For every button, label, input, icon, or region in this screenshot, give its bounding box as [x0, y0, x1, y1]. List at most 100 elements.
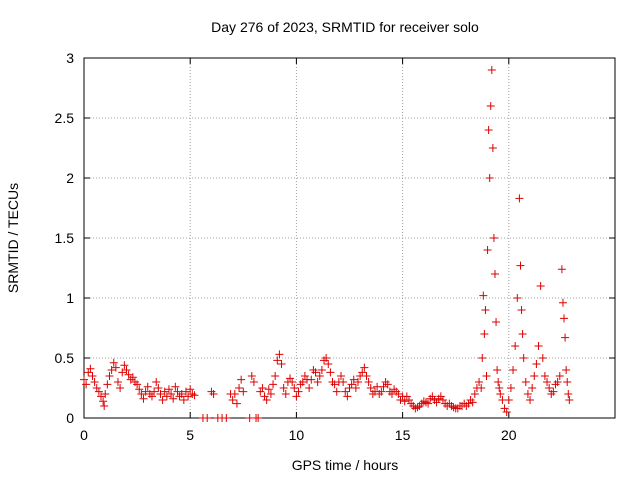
axis-ticks: 0 5 10 15 20 0 0.5 1 1.5 2 2.5 3 — [55, 50, 615, 443]
data-point — [428, 392, 437, 401]
data-point — [538, 354, 547, 362]
y-tick-label: 2 — [66, 170, 74, 186]
x-tick-label: 0 — [80, 427, 88, 443]
data-point — [158, 396, 167, 404]
data-point — [101, 390, 110, 398]
data-point — [150, 387, 159, 396]
data-point — [269, 380, 278, 389]
data-point — [404, 396, 413, 404]
data-point — [322, 354, 331, 362]
data-point — [88, 372, 97, 380]
data-point — [277, 360, 286, 368]
data-point — [526, 396, 535, 404]
data-point — [107, 366, 116, 374]
x-axis-label: GPS time / hours — [292, 457, 399, 473]
data-point — [500, 404, 509, 413]
data-point — [484, 126, 493, 134]
data-point — [413, 403, 422, 412]
data-point — [100, 402, 109, 410]
data-point — [162, 392, 171, 401]
data-point — [124, 370, 133, 379]
data-point — [264, 385, 273, 394]
data-point — [160, 387, 169, 396]
data-point — [366, 384, 375, 392]
data-point — [171, 382, 180, 391]
data-point — [485, 174, 494, 182]
x-tick-label: 15 — [395, 427, 411, 443]
data-point — [432, 398, 441, 407]
data-point — [517, 306, 526, 314]
data-point — [311, 368, 320, 377]
data-point — [419, 397, 428, 406]
data-point — [209, 390, 218, 398]
data-point — [411, 404, 420, 413]
data-point — [147, 392, 156, 401]
data-point — [518, 330, 527, 338]
data-point — [111, 363, 120, 372]
data-point — [540, 372, 549, 380]
data-point — [86, 364, 95, 373]
y-tick-label: 1.5 — [55, 230, 75, 246]
data-point — [84, 368, 93, 377]
data-point — [464, 399, 473, 408]
data-point — [347, 380, 356, 389]
data-point — [534, 342, 543, 350]
data-point — [383, 380, 392, 389]
data-point — [271, 372, 280, 380]
data-point — [258, 384, 267, 392]
data-point — [509, 366, 518, 374]
data-point — [169, 394, 178, 403]
data-point — [482, 372, 491, 380]
data-point — [506, 384, 515, 392]
y-tick-label: 0 — [66, 410, 74, 426]
data-point — [260, 392, 269, 401]
data-point — [137, 390, 146, 398]
data-point — [364, 378, 373, 386]
data-point — [143, 382, 152, 391]
data-point — [181, 387, 190, 396]
data-point — [519, 354, 528, 362]
data-point — [80, 375, 88, 384]
data-point — [487, 66, 496, 74]
data-point — [561, 333, 570, 342]
data-point — [495, 384, 504, 392]
data-point — [82, 380, 91, 389]
data-point — [536, 282, 545, 290]
data-point — [275, 350, 284, 359]
data-point — [353, 378, 362, 386]
data-point — [360, 363, 369, 372]
data-point — [486, 102, 495, 110]
data-point — [504, 396, 513, 404]
data-point — [564, 390, 573, 398]
data-point — [109, 358, 118, 367]
x-tick-label: 10 — [289, 427, 305, 443]
data-point — [553, 378, 562, 386]
data-point — [262, 396, 271, 404]
data-point — [313, 378, 322, 386]
grid-lines — [84, 58, 615, 418]
data-point — [341, 387, 350, 396]
data-point — [477, 384, 486, 392]
data-point — [545, 384, 554, 392]
data-point — [511, 342, 520, 350]
data-point — [424, 399, 433, 408]
data-point — [294, 387, 303, 396]
data-point — [179, 396, 188, 404]
data-point — [188, 390, 197, 398]
data-point — [493, 366, 502, 374]
data-point — [281, 390, 290, 398]
data-point — [330, 380, 339, 389]
data-point — [96, 392, 105, 401]
data-point — [133, 380, 142, 389]
data-point — [543, 378, 552, 386]
data-point — [516, 261, 525, 270]
data-points — [80, 66, 574, 422]
data-point — [317, 366, 326, 374]
data-point — [94, 387, 103, 396]
data-point — [470, 390, 479, 398]
data-point — [154, 384, 163, 392]
data-point — [563, 378, 572, 386]
data-point — [400, 397, 409, 406]
data-point — [402, 392, 411, 401]
data-point — [228, 396, 237, 404]
